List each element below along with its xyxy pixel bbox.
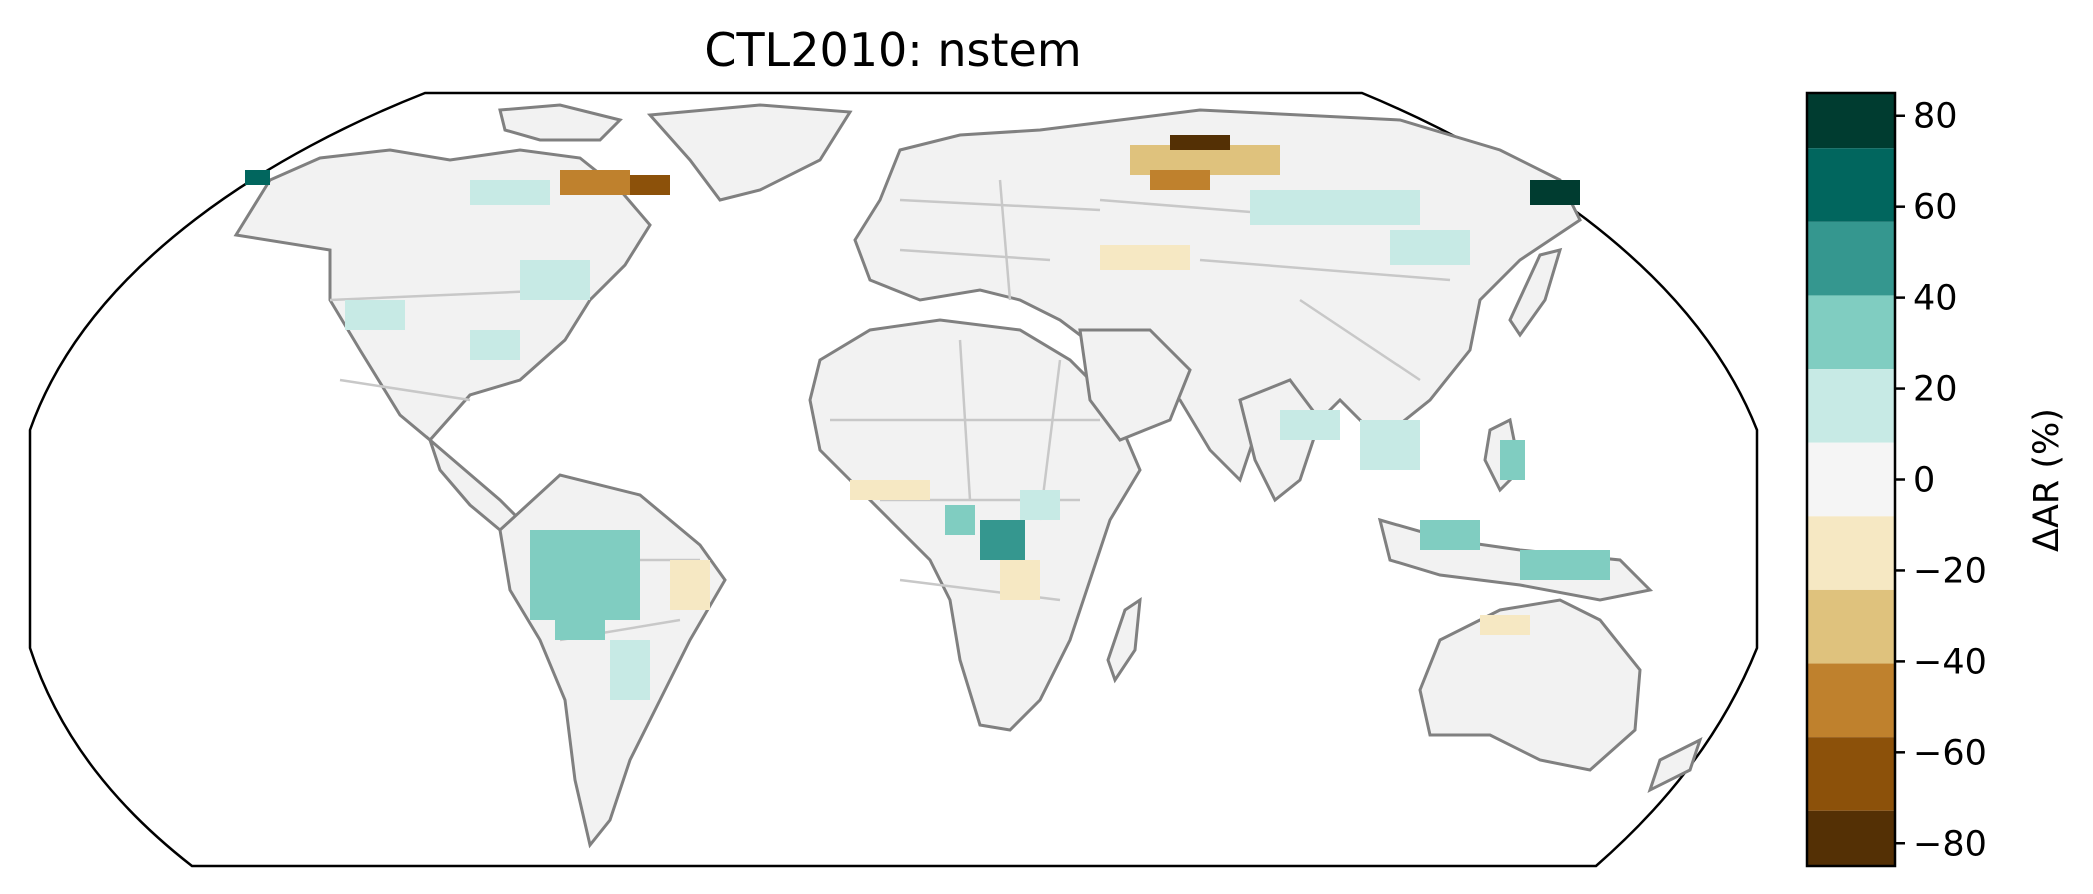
- colorbar-tick-label: −60: [1913, 733, 1987, 773]
- colorbar-label: ΔAR (%): [2027, 408, 2067, 552]
- cell-india-north: [1280, 410, 1340, 440]
- cell-labrador: [630, 175, 670, 195]
- cell-kamchatka: [1530, 180, 1580, 205]
- cell-east-africa: [1020, 490, 1060, 520]
- madagascar: [1106, 596, 1142, 684]
- colorbar-bin: [1807, 93, 1895, 149]
- cell-australia-north: [1480, 615, 1530, 635]
- greenland: [646, 103, 853, 202]
- colorbar-bin: [1807, 737, 1895, 811]
- colorbar-tick-label: 80: [1913, 97, 1958, 137]
- cell-amazon: [530, 530, 640, 620]
- cell-borneo: [1420, 520, 1480, 550]
- cell-south-congo: [1000, 560, 1040, 600]
- cell-congo-west: [945, 505, 975, 535]
- colorbar-bin: [1807, 663, 1895, 738]
- colorbar-tick-label: 60: [1913, 188, 1958, 228]
- colorbar-bin: [1807, 442, 1895, 517]
- cell-amazon-south: [555, 615, 605, 640]
- cell-congo: [980, 520, 1025, 560]
- cell-north-russia-2: [1150, 170, 1210, 190]
- cell-hudson: [560, 170, 630, 195]
- colorbar: 80 60 40 20 0 −20 −40 −60 −80: [1805, 91, 1987, 868]
- new-zealand: [1647, 737, 1703, 793]
- colorbar-bin: [1807, 148, 1895, 222]
- cell-new-guinea: [1520, 550, 1610, 580]
- japan: [1508, 247, 1563, 338]
- arabian-peninsula: [1078, 328, 1192, 442]
- arctic-islands: [498, 103, 623, 142]
- cell-central-asia: [1100, 245, 1190, 270]
- land-masses: [233, 103, 1703, 849]
- australia: [1418, 598, 1642, 772]
- colorbar-tick-label: −80: [1913, 824, 1987, 864]
- colorbar-tick-label: −40: [1913, 642, 1987, 682]
- cell-west-africa: [850, 480, 930, 500]
- cell-brazil-east: [670, 560, 710, 610]
- cell-alaska: [245, 170, 270, 185]
- cell-philippines: [1500, 440, 1525, 480]
- cell-us-northeast: [520, 260, 590, 300]
- map-title: CTL2010: nstem: [704, 23, 1081, 77]
- colorbar-tick-label: 20: [1913, 370, 1958, 410]
- colorbar-bin: [1807, 516, 1895, 590]
- cell-us-southeast: [470, 330, 520, 360]
- cell-brazil-south: [610, 640, 650, 700]
- cell-canada: [470, 180, 550, 205]
- cell-north-russia-3: [1170, 135, 1230, 150]
- colorbar-tick-label: −20: [1913, 551, 1987, 591]
- colorbar-bin: [1807, 369, 1895, 443]
- cell-us-west: [345, 300, 405, 330]
- colorbar-bin: [1807, 295, 1895, 370]
- colorbar-bin: [1807, 589, 1895, 664]
- cell-siberia: [1250, 190, 1420, 225]
- colorbar-tick-label: 40: [1913, 279, 1958, 319]
- colorbar-tick-label: 0: [1913, 461, 1935, 501]
- colorbar-bin: [1807, 810, 1895, 866]
- cell-east-siberia: [1390, 230, 1470, 265]
- cell-indochina: [1360, 420, 1420, 470]
- data-cells: [245, 135, 1610, 700]
- map-panel: [28, 91, 1759, 868]
- colorbar-bin: [1807, 221, 1895, 296]
